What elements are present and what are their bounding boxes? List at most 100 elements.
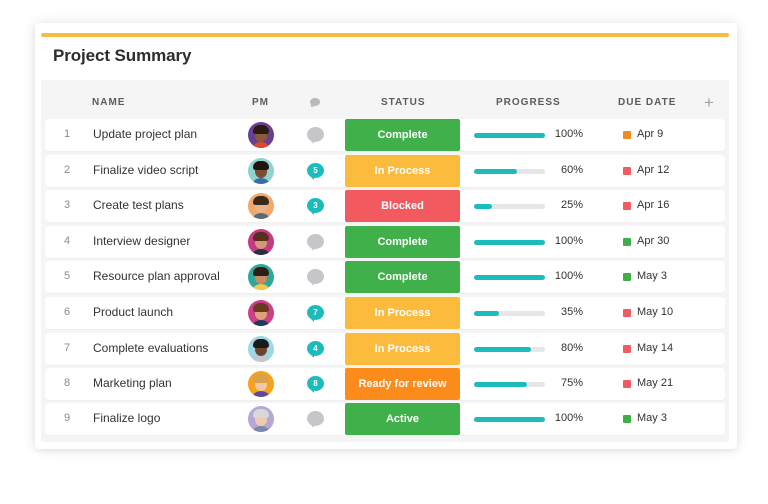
row-number: 5 — [63, 270, 71, 282]
row-number: 7 — [63, 342, 71, 354]
due-date[interactable]: Apr 16 — [637, 199, 670, 211]
progress-bar — [474, 204, 545, 209]
progress-bar-fill — [474, 240, 545, 245]
row-number: 6 — [63, 306, 71, 318]
progress-bar — [474, 382, 545, 387]
progress-percent: 100% — [554, 270, 583, 282]
progress-bar — [474, 347, 545, 352]
comments-empty-icon[interactable] — [307, 234, 324, 251]
task-name[interactable]: Complete evaluations — [93, 341, 209, 355]
pm-avatar[interactable] — [248, 158, 274, 184]
status-badge[interactable]: Complete — [345, 226, 460, 258]
status-badge[interactable]: Complete — [345, 261, 460, 293]
table-row[interactable]: 4 Interview designer Complete 100% Apr 3… — [45, 226, 725, 258]
pm-avatar[interactable] — [248, 193, 274, 219]
row-number: 8 — [63, 377, 71, 389]
pm-avatar[interactable] — [248, 264, 274, 290]
progress-bar-fill — [474, 382, 527, 387]
progress-bar-fill — [474, 311, 499, 316]
pm-avatar[interactable] — [248, 122, 274, 148]
comments-empty-icon[interactable] — [307, 411, 324, 428]
due-date[interactable]: Apr 12 — [637, 164, 670, 176]
due-date[interactable]: May 3 — [637, 270, 667, 282]
progress-bar-fill — [474, 275, 545, 280]
column-header-progress[interactable]: PROGRESS — [496, 97, 561, 108]
due-date-flag-icon — [623, 202, 631, 210]
progress-bar — [474, 240, 545, 245]
column-header-name[interactable]: NAME — [92, 97, 126, 108]
comment-count: 5 — [307, 163, 324, 178]
comments-icon[interactable]: 4 — [307, 341, 324, 358]
task-name[interactable]: Update project plan — [93, 127, 198, 141]
row-number: 1 — [63, 128, 71, 140]
task-name[interactable]: Create test plans — [93, 198, 184, 212]
progress-bar — [474, 417, 545, 422]
progress-bar — [474, 275, 545, 280]
progress-percent: 60% — [560, 164, 583, 176]
table-row[interactable]: 7 Complete evaluations 4 In Process 80% … — [45, 333, 725, 365]
column-header-due-date[interactable]: DUE DATE — [618, 97, 677, 108]
progress-percent: 75% — [560, 377, 583, 389]
progress-bar — [474, 133, 545, 138]
due-date-flag-icon — [623, 167, 631, 175]
status-badge[interactable]: In Process — [345, 155, 460, 187]
column-header-status[interactable]: STATUS — [381, 97, 426, 108]
status-badge[interactable]: Blocked — [345, 190, 460, 222]
task-name[interactable]: Finalize video script — [93, 163, 199, 177]
status-badge[interactable]: Complete — [345, 119, 460, 151]
status-badge[interactable]: Ready for review — [345, 368, 460, 400]
due-date-flag-icon — [623, 131, 631, 139]
progress-percent: 25% — [560, 199, 583, 211]
table-row[interactable]: 8 Marketing plan 8 Ready for review 75% … — [45, 368, 725, 400]
due-date-flag-icon — [623, 345, 631, 353]
accent-bar — [41, 33, 729, 37]
comments-icon[interactable]: 7 — [307, 305, 324, 322]
status-badge[interactable]: Active — [345, 403, 460, 435]
comments-empty-icon[interactable] — [307, 269, 324, 286]
row-number: 3 — [63, 199, 71, 211]
task-name[interactable]: Resource plan approval — [93, 269, 220, 283]
table-row[interactable]: 5 Resource plan approval Complete 100% M… — [45, 261, 725, 293]
progress-bar — [474, 169, 545, 174]
table-row[interactable]: 2 Finalize video script 5 In Process 60%… — [45, 155, 725, 187]
comments-icon[interactable]: 5 — [307, 163, 324, 180]
task-name[interactable]: Marketing plan — [93, 376, 172, 390]
status-badge[interactable]: In Process — [345, 333, 460, 365]
comments-empty-icon[interactable] — [307, 127, 324, 144]
comment-count: 7 — [307, 305, 324, 320]
row-number: 9 — [63, 412, 71, 424]
progress-bar-fill — [474, 417, 545, 422]
status-badge[interactable]: In Process — [345, 297, 460, 329]
due-date[interactable]: May 21 — [637, 377, 674, 389]
progress-bar-fill — [474, 347, 531, 352]
due-date[interactable]: May 14 — [637, 342, 674, 354]
due-date[interactable]: Apr 9 — [637, 128, 664, 140]
pm-avatar[interactable] — [248, 300, 274, 326]
progress-percent: 80% — [560, 342, 583, 354]
comments-icon[interactable]: 8 — [307, 376, 324, 393]
pm-avatar[interactable] — [248, 406, 274, 432]
pm-avatar[interactable] — [248, 371, 274, 397]
column-header-pm[interactable]: PM — [252, 97, 269, 108]
progress-bar-fill — [474, 204, 492, 209]
due-date[interactable]: May 3 — [637, 412, 667, 424]
due-date-flag-icon — [623, 380, 631, 388]
pm-avatar[interactable] — [248, 229, 274, 255]
add-column-button[interactable]: + — [704, 93, 714, 112]
comment-column-icon — [310, 98, 320, 107]
task-name[interactable]: Product launch — [93, 305, 174, 319]
due-date[interactable]: Apr 30 — [637, 235, 670, 247]
due-date-flag-icon — [623, 273, 631, 281]
table-row[interactable]: 9 Finalize logo Active 100% May 3 — [45, 403, 725, 435]
pm-avatar[interactable] — [248, 336, 274, 362]
table-row[interactable]: 3 Create test plans 3 Blocked 25% Apr 16 — [45, 190, 725, 222]
table-row[interactable]: 6 Product launch 7 In Process 35% May 10 — [45, 297, 725, 329]
table-row[interactable]: 1 Update project plan Complete 100% Apr … — [45, 119, 725, 151]
comments-icon[interactable]: 3 — [307, 198, 324, 215]
row-number: 4 — [63, 235, 71, 247]
row-number: 2 — [63, 164, 71, 176]
due-date[interactable]: May 10 — [637, 306, 674, 318]
task-name[interactable]: Finalize logo — [93, 411, 161, 425]
progress-percent: 35% — [560, 306, 583, 318]
task-name[interactable]: Interview designer — [93, 234, 191, 248]
